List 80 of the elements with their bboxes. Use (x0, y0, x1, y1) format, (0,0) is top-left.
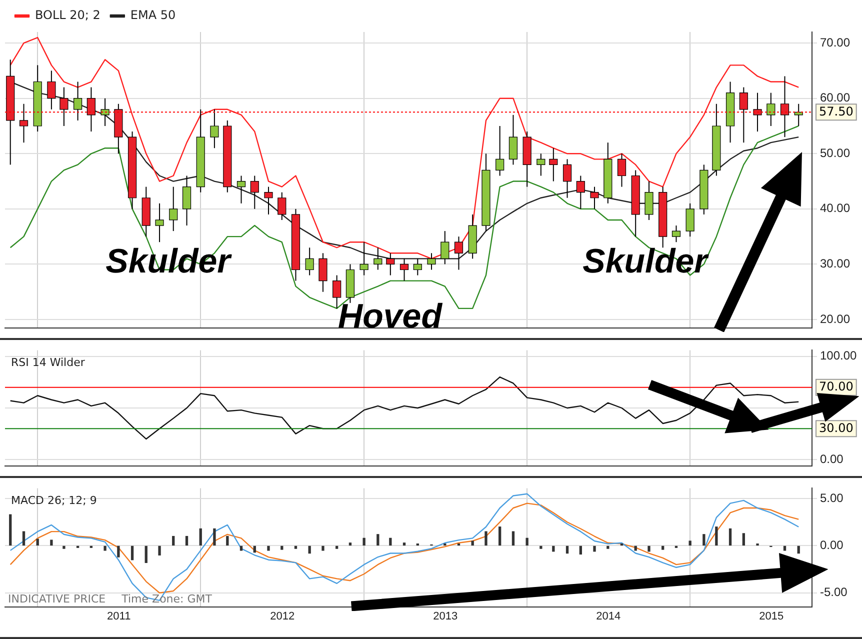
bar (104, 546, 106, 551)
text: MACD 26; 12; 9 (11, 494, 97, 508)
bar (688, 540, 692, 546)
bar (322, 546, 324, 551)
x-tick-label: 2014 (596, 610, 621, 623)
bar (552, 546, 555, 552)
ref-line-label: 57.50 (819, 104, 854, 118)
candlestick (508, 114, 518, 166)
y-tick-label: 5.00 (820, 490, 844, 505)
bar (362, 538, 366, 546)
bar (158, 546, 161, 556)
bar (389, 538, 392, 546)
bar (471, 540, 474, 546)
bar (728, 528, 732, 546)
bar (62, 546, 66, 549)
x-tick-label: 2011 (107, 610, 131, 623)
bar (593, 546, 596, 552)
bar (402, 542, 406, 546)
y-tick-label: -5.00 (820, 585, 848, 600)
y-tick-label: 40.00 (820, 201, 850, 216)
x-tick-label: 2012 (270, 610, 295, 623)
bar (484, 531, 488, 546)
legend-label: EMA 50 (130, 8, 176, 22)
y-tick-label: 100.00 (820, 348, 858, 363)
bar (294, 546, 298, 549)
candlestick (739, 86, 748, 144)
bar (172, 536, 175, 546)
y-tick-label: 0.00 (820, 452, 844, 466)
bar (606, 546, 610, 549)
bar (702, 534, 706, 546)
x-tick-label: 2015 (759, 610, 784, 623)
legend-label: BOLL 20; 2 (35, 8, 100, 22)
bar (185, 536, 188, 546)
y-tick-label: 70.00 (820, 35, 850, 50)
bar (117, 546, 120, 558)
bar (797, 546, 800, 554)
x-tick-label: 2013 (433, 610, 458, 623)
bar (540, 546, 542, 549)
bar (226, 536, 229, 546)
annotation: Hoved (338, 297, 444, 336)
text: RSI 14 Wilder (11, 356, 86, 370)
y-tick-label: 50.00 (820, 146, 850, 160)
bar (308, 546, 311, 554)
y-tick-label: 30.00 (820, 256, 850, 271)
bar (199, 528, 202, 546)
annotation: INDICATIVE PRICE (8, 592, 106, 606)
bar (130, 546, 134, 560)
bar (566, 546, 569, 554)
bar (280, 546, 284, 550)
y-tick-label: 20.00 (820, 312, 850, 326)
candlestick (182, 175, 192, 226)
y-tick-label: 60.00 (820, 90, 850, 105)
bar (267, 546, 270, 551)
candlestick (562, 158, 572, 198)
bar (715, 526, 718, 546)
y-tick-label: 0.00 (820, 538, 844, 552)
bar (526, 538, 528, 546)
bar (22, 531, 26, 546)
candlestick (617, 153, 626, 188)
candlestick (440, 230, 450, 265)
annotation: Time Zone: GMT (120, 592, 212, 606)
bar (512, 531, 515, 546)
bar (335, 546, 338, 549)
bar (742, 533, 745, 546)
bar (662, 546, 664, 550)
bar (376, 534, 380, 546)
bar (9, 514, 12, 546)
bar (634, 546, 637, 551)
bar (783, 546, 786, 551)
bar (240, 546, 243, 551)
bar (50, 540, 53, 546)
bar (213, 528, 216, 546)
bar (579, 546, 582, 555)
bar (253, 546, 256, 553)
bar (144, 546, 148, 564)
bar (498, 526, 502, 546)
bar (648, 546, 650, 552)
bar (348, 542, 352, 546)
candlestick (278, 192, 286, 220)
bar (36, 538, 39, 546)
